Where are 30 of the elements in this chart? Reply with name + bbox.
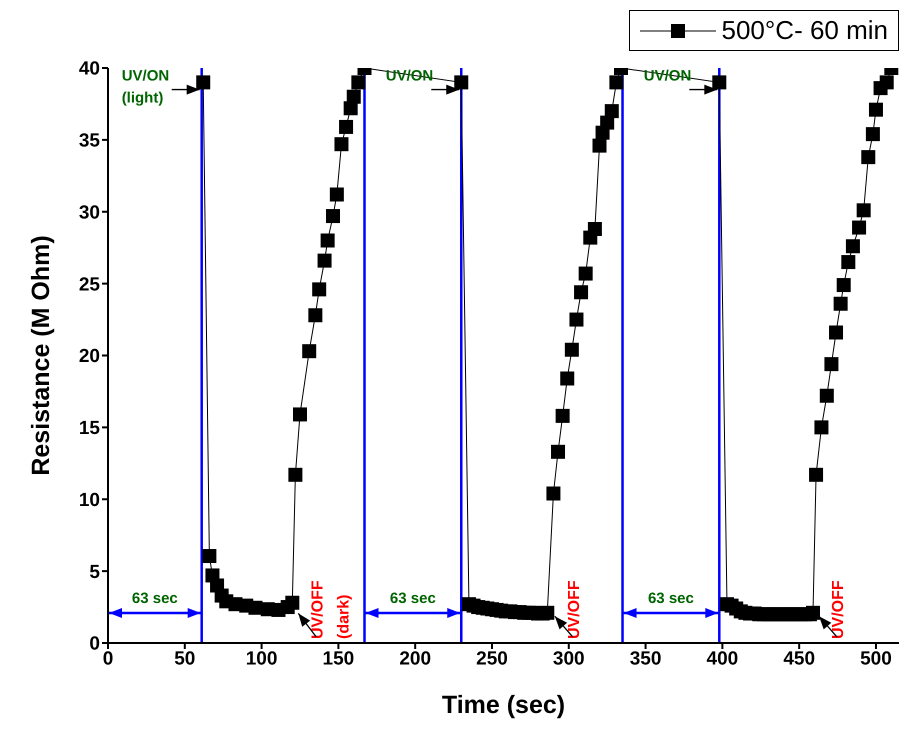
x-tick-label: 100 bbox=[246, 648, 278, 670]
annotation: UV/OFF bbox=[830, 580, 847, 639]
annotation: 63 sec bbox=[648, 590, 694, 607]
legend-label: 500°C- 60 min bbox=[722, 15, 888, 46]
x-tick-label: 0 bbox=[102, 648, 114, 670]
x-tick-label: 500 bbox=[860, 648, 892, 670]
x-tick-label: 250 bbox=[476, 648, 508, 670]
annotation: UV/OFF bbox=[566, 580, 583, 639]
x-tick-label: 450 bbox=[783, 648, 816, 670]
y-tick-label: 35 bbox=[78, 130, 100, 152]
x-tick-label: 150 bbox=[322, 648, 354, 670]
y-tick-label: 40 bbox=[78, 58, 100, 80]
y-tick-label: 10 bbox=[78, 490, 100, 511]
x-tick-label: 50 bbox=[174, 648, 196, 670]
annotation: UV/ON (light) bbox=[122, 68, 170, 107]
x-tick-label: 400 bbox=[706, 648, 738, 670]
y-tick-label: 15 bbox=[78, 418, 100, 440]
y-tick-label: 30 bbox=[78, 202, 100, 224]
y-tick-label: 25 bbox=[78, 274, 100, 296]
y-tick-label: 0 bbox=[89, 634, 100, 655]
x-tick-label: 200 bbox=[399, 648, 432, 670]
annotation: 63 sec bbox=[132, 590, 178, 607]
x-tick-label: 350 bbox=[630, 648, 662, 670]
annotation: 63 sec bbox=[390, 590, 436, 607]
x-tick-label: 300 bbox=[552, 648, 585, 670]
y-axis-title: Resistance (M Ohm) bbox=[26, 235, 55, 476]
y-tick-label: 5 bbox=[89, 562, 100, 583]
x-axis-title: Time (sec) bbox=[442, 691, 566, 719]
y-tick-label: 20 bbox=[78, 346, 100, 368]
annotation: UV/OFF (dark) bbox=[309, 580, 352, 639]
